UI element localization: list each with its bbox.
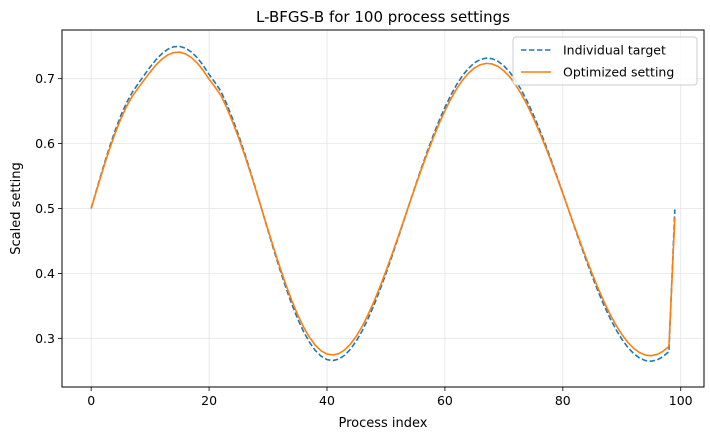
legend-label: Optimized setting [563,65,674,80]
x-tick-label: 80 [555,393,571,408]
x-tick-label: 100 [669,393,693,408]
x-tick-label: 60 [437,393,453,408]
x-tick-label: 0 [87,393,95,408]
series-line-optimized-setting [90,51,676,357]
x-tick-label: 20 [201,393,217,408]
y-axis-label: Scaled setting [9,162,24,254]
legend-label: Individual target [563,43,666,58]
chart-title: L-BFGS-B for 100 process settings [256,8,510,26]
axis-ticks: 0 20 40 60 80 100 0.3 0.4 0.5 0.6 0.7 [35,71,693,408]
x-tick-label: 40 [319,393,335,408]
series-layer [90,45,676,363]
legend-box [512,36,698,86]
x-axis-label: Process index [338,416,427,431]
y-tick-label: 0.7 [35,71,55,86]
y-tick-label: 0.3 [35,331,55,346]
y-tick-label: 0.6 [35,136,55,151]
y-tick-label: 0.5 [35,201,55,216]
y-tick-label: 0.4 [35,266,55,281]
legend: Individual target Optimized setting [512,36,698,86]
